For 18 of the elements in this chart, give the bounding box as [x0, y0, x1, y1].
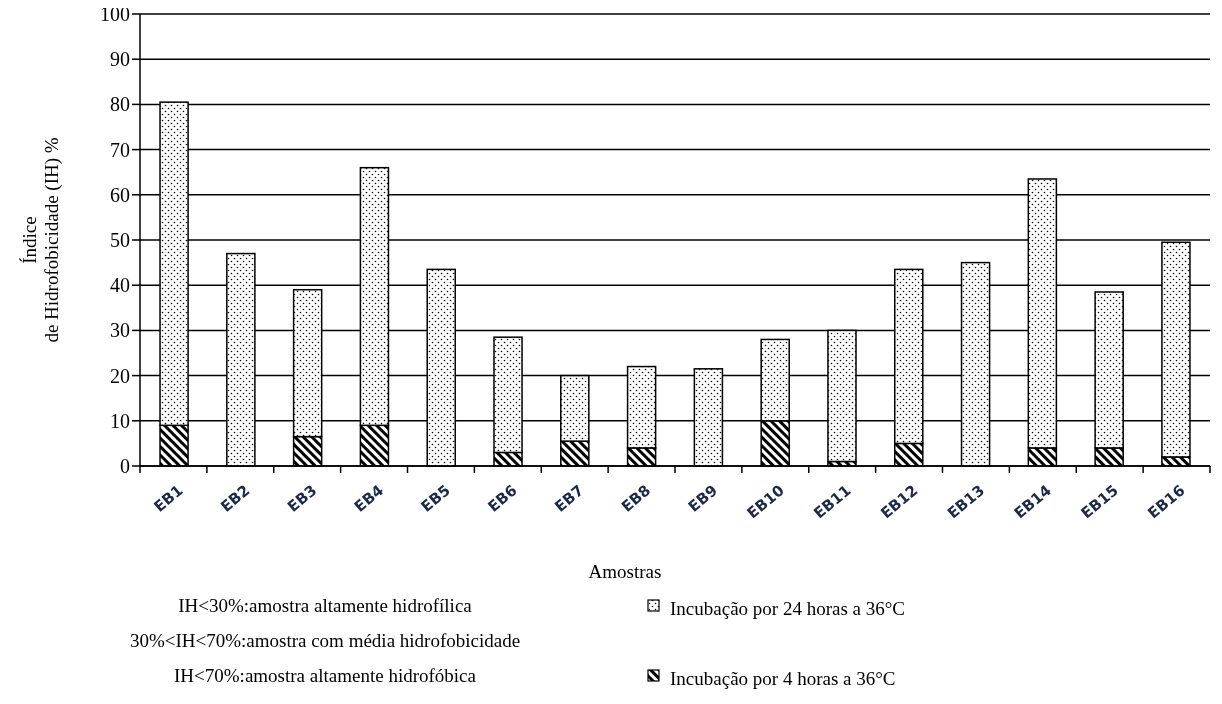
y-tick-label: 10 — [110, 409, 130, 432]
legend-label: Incubação por 4 horas a 36°C — [670, 667, 896, 689]
y-tick-label: 70 — [110, 138, 130, 161]
text: IH<30%:amostra altamente hidrofílica — [178, 595, 473, 616]
y-tick-label: 40 — [110, 274, 130, 297]
y-tick-label: 20 — [110, 364, 130, 387]
text: IH<70%:amostra altamente hidrofóbica — [174, 665, 477, 686]
y-tick-label: 90 — [110, 48, 130, 71]
y-tick-label: 0 — [120, 455, 130, 477]
legend-label: Incubação por 24 horas a 36°C — [670, 597, 905, 619]
text: 30%<IH<70%:amostra com média hidrofobicidade — [129, 630, 521, 651]
x-axis-title: Amostras — [588, 561, 662, 582]
y-tick-label: 30 — [110, 319, 130, 342]
y-tick-label: 50 — [110, 229, 130, 251]
y-tick-label: 100 — [100, 3, 130, 25]
y-axis-title: Índice de Hidrofobicidade (IH) % — [19, 137, 63, 343]
y-tick-label: 60 — [110, 183, 130, 206]
y-tick-label: 80 — [110, 93, 130, 116]
